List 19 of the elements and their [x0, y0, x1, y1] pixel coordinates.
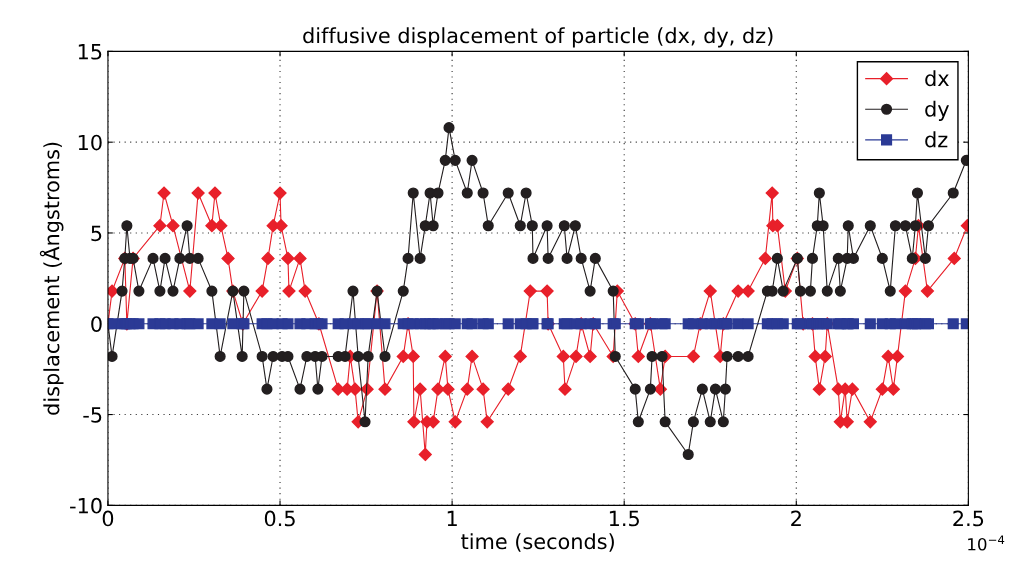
y-tick-label: -10 [70, 497, 102, 514]
x-tick-label: 2 [791, 510, 801, 527]
x-tick-label: 0 [102, 510, 114, 527]
y-tick-label: 5 [91, 225, 102, 242]
y-tick-label: 15 [78, 44, 102, 60]
chart-title: diffusive displacement of particle (dx, dy, dz) [303, 27, 773, 48]
text: 10$^{−4}$ [968, 535, 1005, 551]
y-tick-label: -5 [83, 407, 102, 423]
legend-label: dz [925, 131, 948, 148]
y-tick-label: 10 [78, 134, 102, 151]
x-axis-title: time (seconds) [461, 533, 614, 552]
legend-label: dy [925, 100, 949, 121]
y-axis-title: displacement (Ångstroms) [39, 142, 64, 415]
y-tick-label: 0 [91, 316, 102, 332]
x-tick-label: 1 [447, 510, 457, 527]
x-tick-label: 1.5 [609, 510, 639, 527]
legend-label: dx [925, 70, 949, 87]
x-tick-label: 2.5 [953, 510, 984, 527]
x-tick-label: 0.5 [264, 510, 295, 527]
